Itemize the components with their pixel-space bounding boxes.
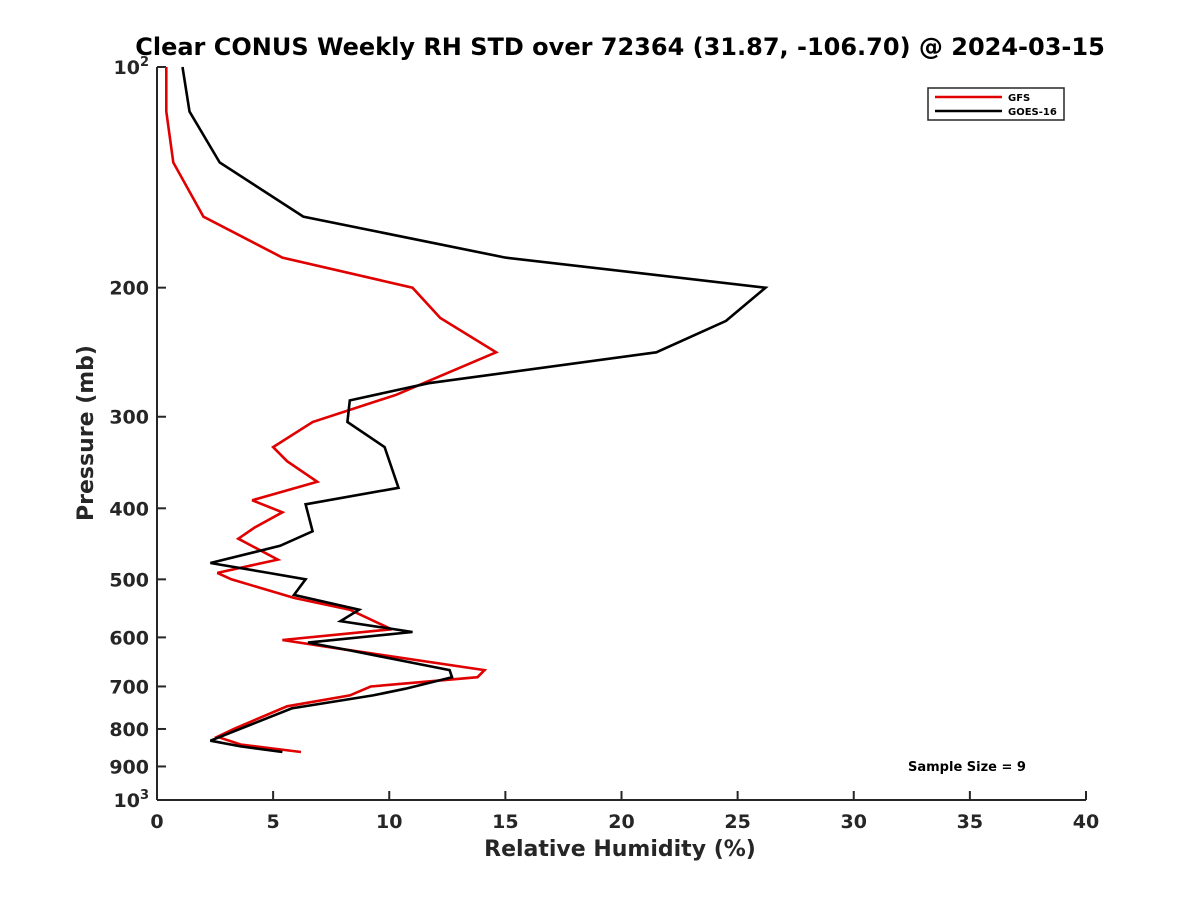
y-tick-label: 102 bbox=[114, 55, 150, 79]
y-tick-label: 400 bbox=[109, 498, 149, 520]
legend-entry-label: GOES-16 bbox=[1008, 107, 1057, 118]
x-tick-label: 40 bbox=[1073, 811, 1099, 833]
series-lines bbox=[165, 66, 769, 754]
x-tick-label: 5 bbox=[267, 811, 280, 833]
legend: GFS GOES-16 bbox=[927, 87, 1065, 121]
x-tick-label: 15 bbox=[492, 811, 518, 833]
series-line-gfs bbox=[165, 67, 499, 754]
y-tick-label: 300 bbox=[109, 407, 149, 429]
y-tick-label: 900 bbox=[109, 756, 149, 778]
y-tick-label: 700 bbox=[109, 676, 149, 698]
x-tick-label: 25 bbox=[724, 811, 750, 833]
chart-title: Clear CONUS Weekly RH STD over 72364 (31… bbox=[135, 33, 1105, 61]
y-tick-label: 800 bbox=[109, 719, 149, 741]
axes: 0 5 10 15 20 25 30 35 40 102 200 300 400 500 600 700 800… bbox=[109, 55, 1099, 833]
x-tick-label: 10 bbox=[376, 811, 402, 833]
legend-box bbox=[927, 87, 1065, 121]
y-tick-label: 500 bbox=[109, 569, 149, 591]
legend-entry-label: GFS bbox=[1008, 93, 1030, 104]
y-tick-label: 200 bbox=[109, 278, 149, 300]
y-tick-label: 103 bbox=[114, 788, 150, 812]
y-tick-label: 600 bbox=[109, 627, 149, 649]
y-axis-label: Pressure (mb) bbox=[74, 345, 99, 521]
x-axis-label: Relative Humidity (%) bbox=[484, 837, 756, 862]
series-line-goes-16 bbox=[181, 66, 769, 754]
sample-size-annotation: Sample Size = 9 bbox=[908, 760, 1026, 775]
x-tick-label: 30 bbox=[841, 811, 867, 833]
x-tick-label: 35 bbox=[957, 811, 983, 833]
x-tick-label: 0 bbox=[150, 811, 163, 833]
x-tick-label: 20 bbox=[608, 811, 634, 833]
